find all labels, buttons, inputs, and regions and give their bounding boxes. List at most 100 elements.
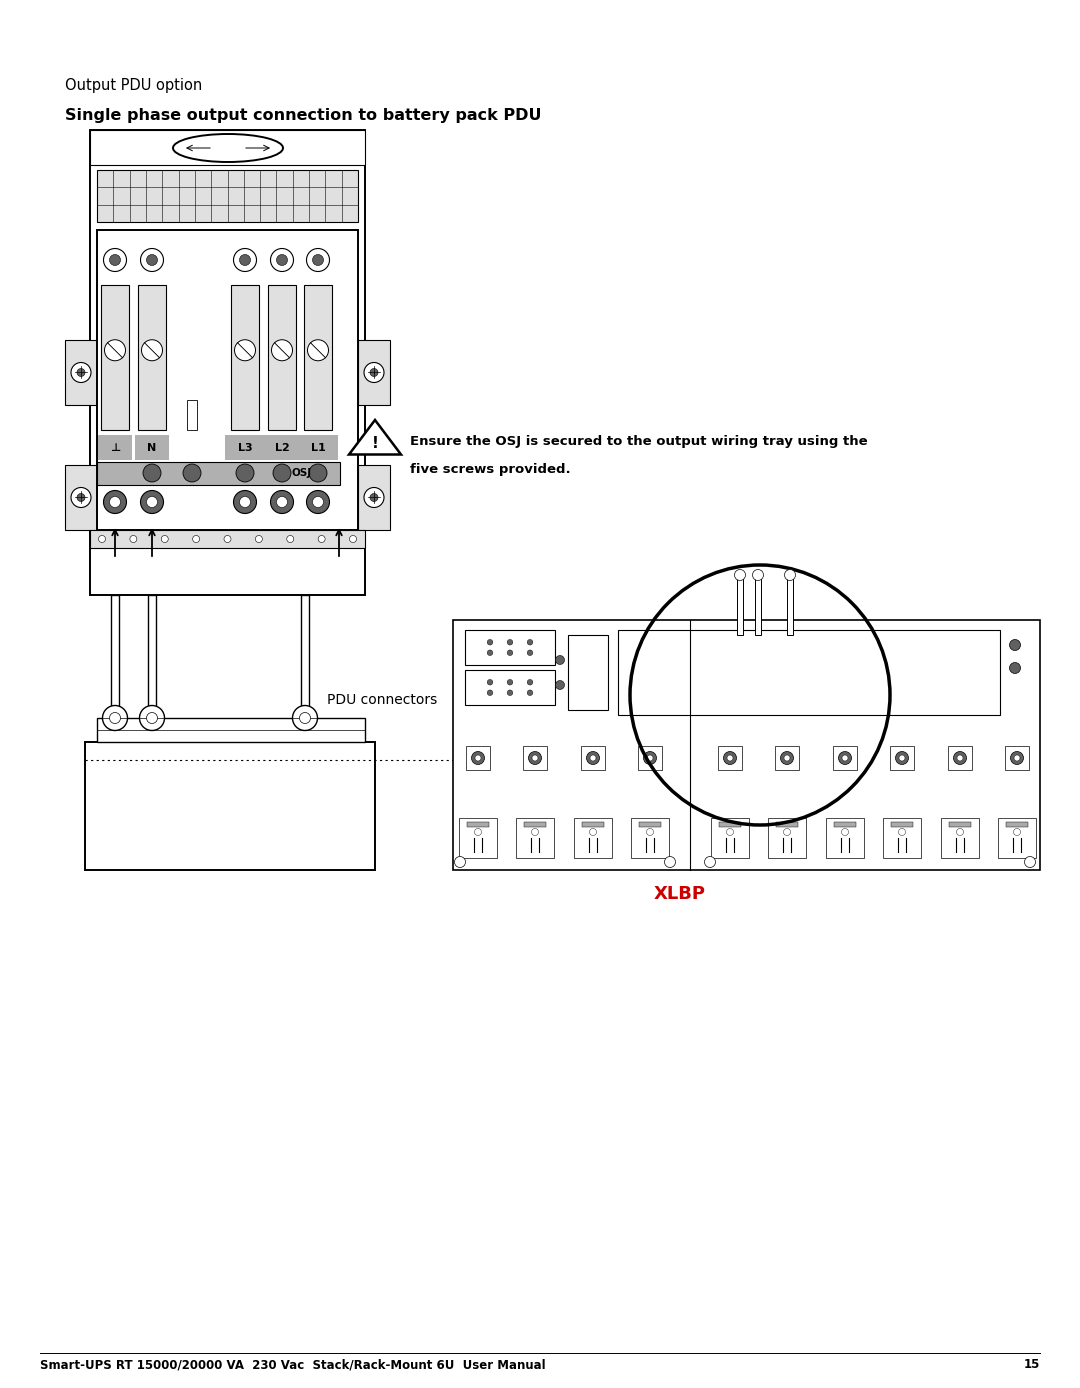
Circle shape	[139, 705, 164, 730]
Circle shape	[753, 569, 764, 580]
Bar	[97, 169, 357, 222]
Bar	[948, 745, 972, 770]
Circle shape	[77, 494, 85, 501]
Bar	[891, 822, 914, 827]
Bar	[948, 822, 971, 827]
Circle shape	[307, 248, 329, 272]
Circle shape	[147, 497, 158, 508]
Bar	[568, 634, 608, 711]
Bar	[582, 822, 605, 827]
Circle shape	[104, 490, 126, 514]
Text: PDU connectors: PDU connectors	[327, 693, 437, 706]
Circle shape	[555, 655, 565, 665]
Bar	[638, 745, 662, 770]
Circle shape	[590, 755, 596, 761]
Circle shape	[308, 340, 328, 361]
Bar	[467, 822, 489, 827]
Bar	[883, 818, 921, 858]
Bar	[301, 595, 309, 718]
Circle shape	[183, 464, 201, 482]
Bar	[97, 462, 340, 484]
Circle shape	[487, 650, 492, 655]
Text: L2: L2	[274, 443, 289, 452]
Circle shape	[954, 751, 967, 765]
Circle shape	[487, 690, 492, 695]
Circle shape	[299, 712, 311, 723]
Bar	[523, 745, 546, 770]
Circle shape	[1011, 751, 1024, 765]
Bar	[357, 465, 390, 530]
Circle shape	[255, 536, 262, 543]
Circle shape	[724, 751, 737, 765]
Circle shape	[370, 368, 378, 376]
Circle shape	[957, 755, 963, 761]
Polygon shape	[349, 421, 401, 454]
Text: 15: 15	[1024, 1357, 1040, 1371]
Bar	[97, 718, 365, 743]
Bar	[775, 745, 799, 770]
Bar	[890, 745, 914, 770]
Bar	[459, 818, 497, 858]
Bar	[833, 745, 858, 770]
Circle shape	[899, 755, 905, 761]
Bar	[718, 822, 741, 827]
Circle shape	[783, 829, 791, 836]
Text: OSJ: OSJ	[292, 469, 312, 479]
Bar	[638, 822, 661, 827]
Bar	[737, 575, 743, 634]
Text: Single phase output connection to battery pack PDU: Single phase output connection to batter…	[65, 108, 541, 124]
Bar	[65, 340, 97, 405]
Circle shape	[364, 487, 384, 508]
Circle shape	[370, 494, 378, 501]
Circle shape	[109, 712, 121, 723]
Bar	[268, 285, 296, 430]
Circle shape	[784, 569, 796, 580]
Text: Output PDU option: Output PDU option	[65, 78, 202, 93]
Bar	[97, 230, 357, 530]
Circle shape	[472, 751, 485, 765]
Bar	[631, 818, 669, 858]
Bar	[465, 745, 490, 770]
Circle shape	[276, 254, 287, 265]
Circle shape	[312, 254, 324, 265]
Circle shape	[475, 755, 481, 761]
Circle shape	[528, 751, 541, 765]
Bar	[834, 822, 856, 827]
Circle shape	[140, 248, 163, 272]
Bar	[230, 285, 259, 430]
Circle shape	[842, 755, 848, 761]
Bar	[755, 575, 761, 634]
Circle shape	[590, 829, 596, 836]
Bar	[85, 743, 375, 870]
Bar	[1005, 745, 1029, 770]
Circle shape	[644, 751, 657, 765]
Circle shape	[508, 690, 513, 695]
Circle shape	[1025, 856, 1036, 868]
Circle shape	[271, 340, 293, 361]
Circle shape	[270, 490, 294, 514]
Bar	[826, 818, 864, 858]
Ellipse shape	[173, 135, 283, 162]
Bar	[90, 530, 365, 548]
Bar	[100, 285, 130, 430]
Bar	[768, 818, 806, 858]
Circle shape	[234, 340, 256, 361]
Circle shape	[287, 536, 294, 543]
Bar	[135, 434, 168, 459]
Circle shape	[105, 340, 125, 361]
Bar	[718, 745, 742, 770]
Bar	[90, 130, 365, 595]
Circle shape	[233, 248, 257, 272]
Circle shape	[508, 650, 513, 655]
Bar	[303, 285, 333, 430]
Circle shape	[664, 856, 675, 868]
Circle shape	[1010, 662, 1021, 673]
Circle shape	[109, 254, 121, 265]
Circle shape	[140, 490, 163, 514]
Text: Ensure the OSJ is secured to the output wiring tray using the: Ensure the OSJ is secured to the output …	[410, 434, 867, 448]
Bar	[581, 745, 605, 770]
Text: !: !	[372, 436, 378, 451]
Circle shape	[312, 497, 324, 508]
Bar	[524, 822, 546, 827]
Circle shape	[781, 751, 794, 765]
